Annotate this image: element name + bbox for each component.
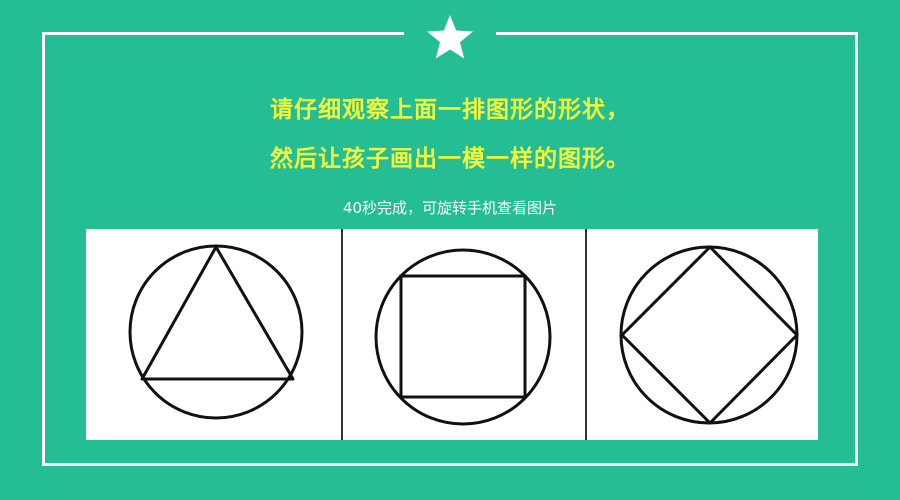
diamond-outline	[620, 245, 799, 425]
figure-panel	[86, 229, 818, 440]
circle-with-inscribed-square	[374, 248, 552, 426]
triangle-outline	[140, 245, 295, 381]
circle-outline	[374, 248, 552, 426]
circle-with-inscribed-triangle	[128, 244, 304, 420]
instruction-line-2: 然后让孩子画出一模一样的图形。	[270, 146, 630, 172]
square-outline	[399, 274, 527, 399]
circle-outline	[619, 245, 799, 425]
circle-with-inscribed-diamond	[619, 245, 799, 425]
star-icon	[427, 15, 473, 59]
figures-svg	[128, 229, 799, 440]
circle-outline	[128, 244, 304, 420]
subtitle: 40秒完成，可旋转手机查看图片	[342, 199, 558, 217]
instruction-line-1: 请仔细观察上面一排图形的形状，	[270, 97, 630, 123]
